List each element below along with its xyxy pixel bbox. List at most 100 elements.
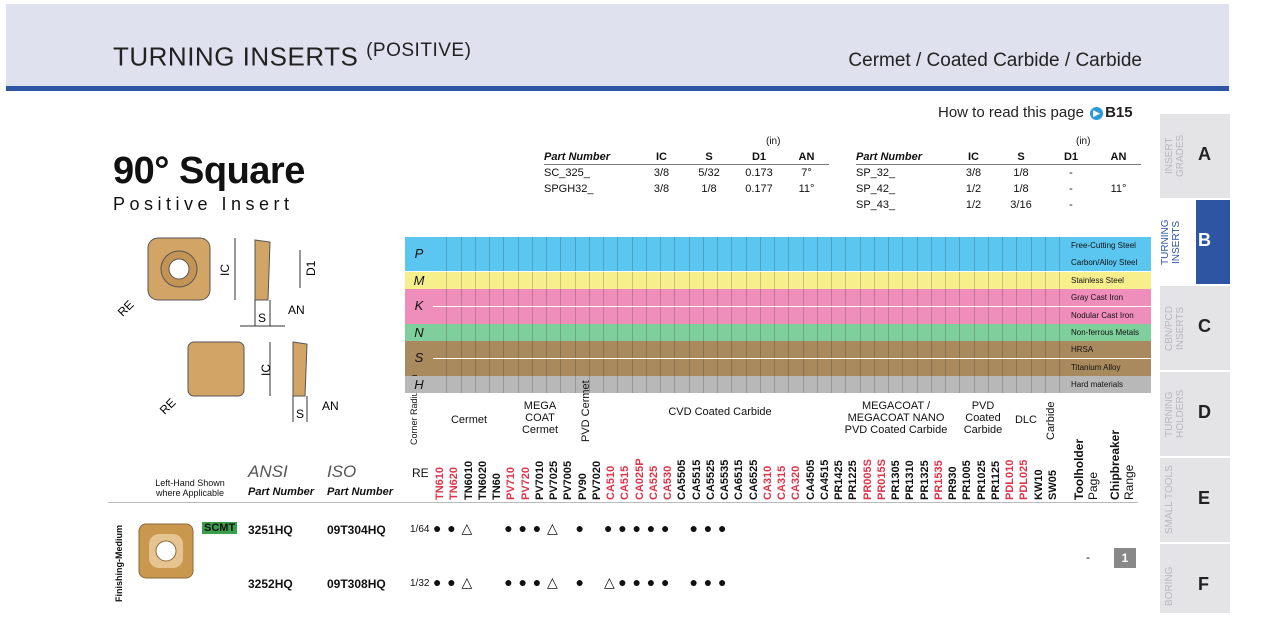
chipbreaker-range-badge: 1 [1114,548,1136,568]
toolholder-page-1: - [1086,550,1090,564]
tab-turning-holders[interactable]: TURNING HOLDERS D [1160,372,1230,456]
matrix-cell [561,271,576,289]
grade-name: CA6515 [733,459,746,500]
tab-turning-inserts[interactable]: TURNING INSERTS B [1160,200,1230,284]
spec-cell: SP_32_ [856,167,896,179]
grade-name: PDL025 [1018,459,1031,500]
matrix-cell [1003,376,1018,394]
label-ic-2: IC [259,364,273,376]
matrix-cell [1046,358,1060,376]
matrix-cell [889,324,904,341]
matrix-cell [1017,324,1032,341]
matrix-cell [704,376,718,394]
toolholder-header: Toolholder Page [1072,430,1102,500]
matrix-cell [903,306,918,324]
material-symbol: S [405,341,433,376]
grade-name: CA510 [605,465,617,500]
tab-insert-grades[interactable]: INSERT GRADES A [1160,114,1230,198]
matrix-cell [704,289,718,307]
tab-boring[interactable]: BORING F [1160,544,1230,613]
matrix-cell [989,271,1003,289]
tab-cbn-pcd-inserts[interactable]: CBN/PCD INSERTS C [1160,286,1230,370]
material-row: S HRSA [405,341,1151,376]
matrix-cell [604,376,619,394]
spec-cell: - [1069,167,1073,179]
matrix-cell [661,358,676,376]
matrix-cell [818,271,832,289]
tab-small-tools[interactable]: SMALL TOOLS E [1160,458,1230,542]
material-label: Gray Cast Iron [1069,289,1151,307]
matrix-cell [861,376,875,394]
matrix-cell [818,324,832,341]
matrix-cell [889,341,904,359]
iso-part-number-label: Part Number [327,486,394,498]
matrix-cell [533,271,547,289]
material-row: Nodular Cast Iron [405,306,1151,324]
grade-name: PR005S [861,459,874,500]
matrix-cell [661,289,676,307]
grade-name: TN6010 [462,460,475,500]
material-row: M Stainless Steel [405,271,1151,289]
matrix-cell [1046,341,1060,359]
matrix-cell [789,306,804,324]
matrix-cell [433,376,448,394]
matrix-cell [647,376,661,394]
matrix-cell [875,237,889,254]
matrix-cell [590,306,604,324]
matrix-cell [675,271,690,289]
tab-label: CBN/PCD INSERTS [1164,305,1186,351]
grade-mark: ● [632,520,641,536]
matrix-cell [504,271,519,289]
col-s: S [684,150,734,165]
ansi-label: ANSI [248,462,288,481]
matrix-cell [604,341,619,359]
matrix-cell [476,306,490,324]
matrix-cell [547,341,562,359]
label-re-2: RE [157,396,179,418]
matrix-cell [504,358,519,376]
spec-cell: 0.177 [745,183,773,195]
matrix-cell [804,237,818,254]
grade-mark: ● [703,520,713,536]
matrix-cell [1046,306,1060,324]
grade-name: PR1305 [890,460,902,500]
matrix-cell [433,271,448,289]
matrix-cell [533,237,547,254]
matrix-cell [590,376,604,394]
matrix-cell [647,306,661,324]
matrix-cell [618,237,633,254]
matrix-cell [818,358,832,376]
matrix-cell [1017,341,1032,359]
matrix-cell [761,289,775,307]
label-d1: D1 [304,260,318,276]
matrix-cell [690,289,704,307]
group-pvd: PVD Coated Carbide [963,400,1003,436]
col-an: AN [784,150,829,165]
matrix-cell [690,341,704,359]
label-ic: IC [218,264,232,276]
matrix-cell [519,324,533,341]
insert-hole-inner [168,258,190,280]
matrix-cell [918,289,932,307]
matrix-cell [761,358,775,376]
grade-name: CA515 [619,465,632,500]
matrix-cell [447,324,462,341]
matrix-cell [903,289,918,307]
matrix-cell [975,376,989,394]
matrix-cell [675,289,690,307]
how-to-read-link[interactable]: How to read this page ▶ B15 [938,104,1133,121]
matrix-cell [918,341,932,359]
matrix-cell [1003,324,1018,341]
label-s-2: S [296,407,304,421]
material-label: Carbon/Alloy Steel [1069,254,1151,272]
spec-cell: 11° [1110,183,1127,195]
matrix-cell [633,306,647,324]
tab-label: BORING [1164,566,1175,606]
matrix-cell [846,271,861,289]
matrix-cell [604,306,619,324]
matrix-cell [861,289,875,307]
matrix-cell [476,254,490,272]
matrix-cell [618,324,633,341]
group-dlc: DLC [1014,414,1037,426]
matrix-cell [462,289,476,307]
